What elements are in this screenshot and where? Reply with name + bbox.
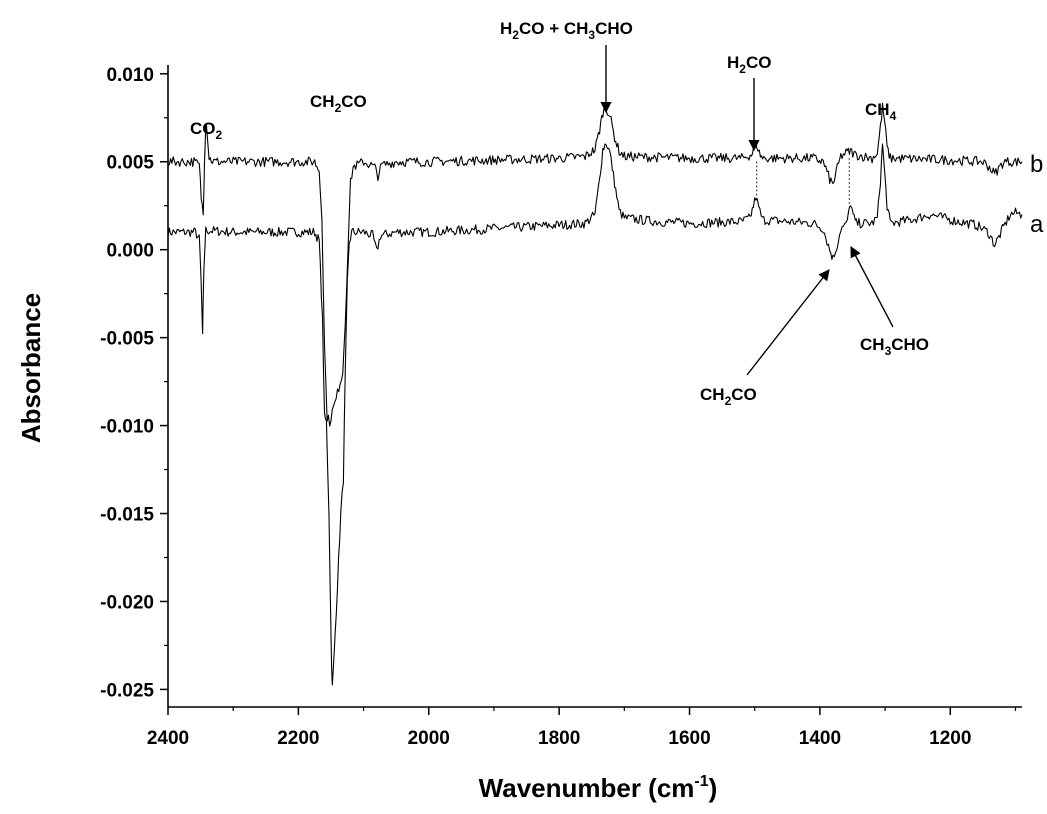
annotation-text: CH [865,100,890,119]
peak-annotation: CH2CO [310,92,367,115]
y-tick-label: -0.010 [100,417,154,438]
annotation-text: CO [746,53,772,72]
peak-annotation: CH2CO [700,385,757,408]
annotation-subscript: 2 [512,28,519,42]
x-tick-label: 2000 [408,728,450,749]
annotation-text: CH [700,385,725,404]
annotation-subscript: 3 [885,344,892,358]
annotation-arrow [850,246,894,328]
series-a-line [167,143,1023,686]
y-tick-label: 0.000 [106,241,154,262]
annotation-text: CHO [595,19,633,38]
axes [167,65,1022,708]
tick-marks [160,73,1017,715]
y-tick-label: -0.020 [100,592,154,613]
series-b-line [167,102,1023,427]
series-label-b: b [1030,151,1043,178]
y-axis-title: Absorbance [16,293,46,443]
annotation-subscript: 2 [216,128,223,142]
annotation-text: CO + CH [519,19,588,38]
peak-annotation: H2CO + CH3CHO [500,19,633,42]
x-tick-label: 1800 [538,728,580,749]
annotation-text: CO [731,385,757,404]
annotation-text: CHO [891,335,929,354]
series-lines [167,102,1023,686]
x-tick-label: 1200 [929,728,971,749]
dotted-connectors [756,158,850,204]
x-axis-title-superscript: -1 [694,773,708,790]
y-tick-label: 0.005 [106,153,154,174]
annotation-text: CH [310,92,335,111]
annotation-text: CH [860,335,885,354]
annotation-text: CO [190,119,216,138]
peak-annotation: CH4 [865,100,897,123]
x-tick-label: 1400 [799,728,841,749]
annotation-subscript: 2 [725,394,732,408]
y-tick-label: 0.010 [106,65,154,86]
annotation-subscript: 3 [588,28,595,42]
peak-annotation: CH3CHO [860,335,929,358]
annotation-text: H [727,53,739,72]
y-tick-label: -0.005 [100,329,154,350]
x-tick-label: 2200 [277,728,319,749]
annotation-subscript: 2 [739,62,746,76]
peak-annotation: CO2 [190,119,223,142]
annotation-text: CO [341,92,367,111]
y-tick-label: -0.015 [100,505,154,526]
x-tick-label: 1600 [668,728,710,749]
annotation-arrow [746,269,830,376]
y-tick-label: -0.025 [100,680,154,701]
x-tick-label: 2400 [147,728,189,749]
x-axis-title: Wavenumber (cm-1) [479,773,718,803]
annotation-subscript: 4 [890,109,897,123]
series-label-a: a [1030,211,1044,238]
annotation-text: H [500,19,512,38]
peak-annotation: H2CO [727,53,771,76]
tick-labels: 0.010 0.005 0.000 -0.005 -0.010 -0.015 -0.020 -… [100,65,971,749]
annotation-subscript: 2 [335,101,342,115]
